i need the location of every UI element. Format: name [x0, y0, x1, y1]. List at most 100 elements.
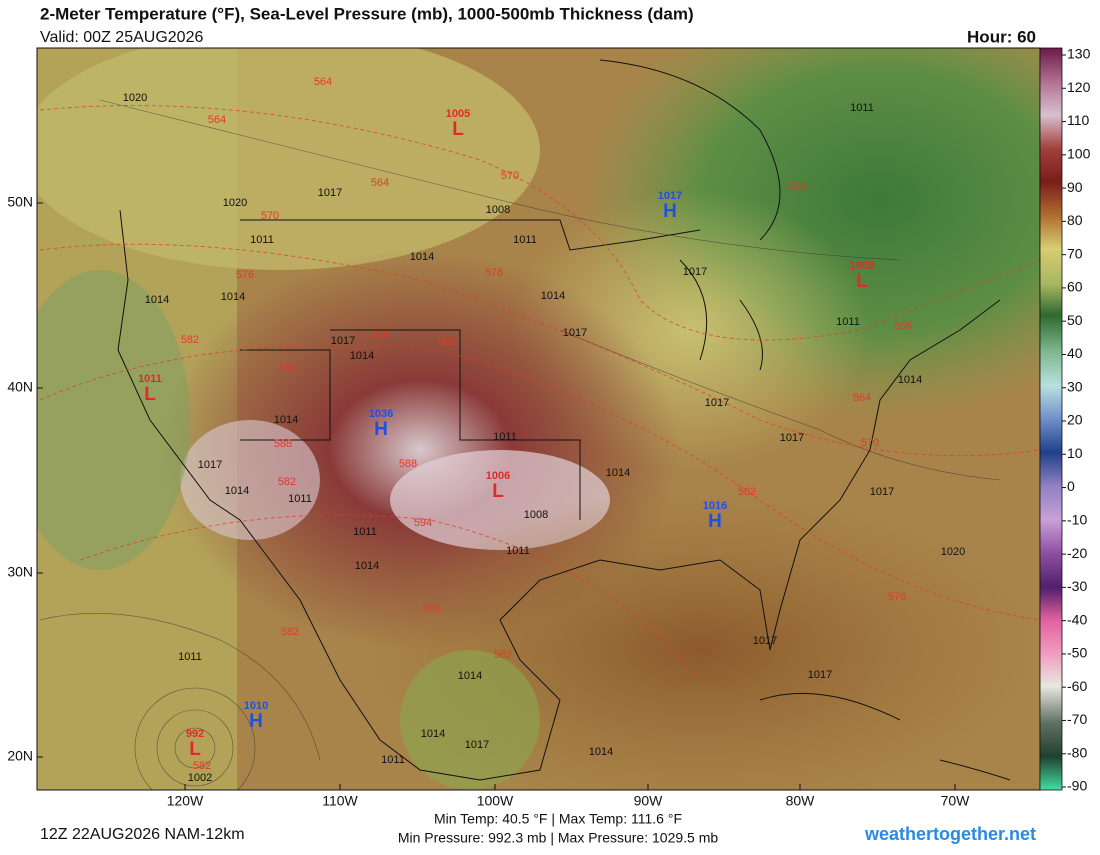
isobar-label: 1020 — [223, 197, 247, 209]
valid-time: Valid: 00Z 25AUG2026 — [40, 29, 203, 46]
colorbar-label: 70 — [1067, 245, 1083, 261]
isobar-label: 1017 — [780, 432, 804, 444]
colorbar-label: -90 — [1067, 778, 1087, 794]
site-link[interactable]: weathertogether.net — [864, 824, 1036, 844]
lat-label: 30N — [7, 564, 33, 580]
center-letter: L — [856, 271, 868, 292]
map-field — [37, 48, 1040, 790]
center-letter: H — [708, 511, 722, 532]
thickness-label: 588 — [371, 329, 389, 341]
thickness-label: 564 — [208, 114, 226, 126]
isobar-label: 1014 — [541, 290, 565, 302]
center-value: 1036 — [369, 408, 393, 420]
thickness-label: 588 — [279, 362, 297, 374]
isobar-label: 1008 — [524, 509, 548, 521]
colorbar-label: 80 — [1067, 212, 1083, 228]
isobar-label: 1017 — [753, 635, 777, 647]
isobar-label: 1014 — [898, 374, 922, 386]
colorbar-label: 30 — [1067, 378, 1083, 394]
pressure-stats: Min Pressure: 992.3 mb | Max Pressure: 1… — [398, 830, 719, 846]
colorbar-label: 60 — [1067, 279, 1083, 295]
isobar-label: 1011 — [493, 431, 517, 443]
thickness-label: 570 — [261, 210, 279, 222]
isobar-label: 1014 — [145, 294, 169, 306]
thickness-label: 576 — [236, 269, 254, 281]
lon-label: 120W — [167, 793, 204, 809]
isobar-label: 1014 — [221, 291, 245, 303]
isobar-label: 1014 — [589, 746, 613, 758]
colorbar-label: -10 — [1067, 512, 1087, 528]
thickness-label: 594 — [414, 517, 432, 529]
isobar-label: 1011 — [288, 493, 312, 505]
colorbar-label: 130 — [1067, 46, 1091, 62]
isobar-label: 1011 — [506, 545, 530, 557]
isobar-label: 1017 — [683, 266, 707, 278]
center-letter: L — [492, 481, 504, 502]
isobar-label: 1014 — [274, 414, 298, 426]
isobar-label: 1017 — [808, 669, 832, 681]
lon-label: 90W — [634, 793, 664, 809]
colorbar-label: -20 — [1067, 545, 1087, 561]
thickness-label: 558 — [894, 320, 912, 332]
colorbar-label: -60 — [1067, 678, 1087, 694]
thickness-label: 582 — [494, 649, 512, 661]
lat-label: 50N — [7, 194, 33, 210]
colorbar-label: 20 — [1067, 412, 1083, 428]
thickness-label: 582 — [193, 760, 211, 772]
isobar-label: 1011 — [513, 234, 537, 246]
center-letter: L — [452, 119, 464, 140]
center-letter: H — [374, 419, 388, 440]
thickness-label: 588 — [399, 458, 417, 470]
isobar-label: 1008 — [486, 204, 510, 216]
thickness-label: 570 — [861, 437, 879, 449]
isobar-label: 1011 — [178, 651, 202, 663]
center-value: 1017 — [658, 190, 682, 202]
isobar-label: 1017 — [870, 486, 894, 498]
isobar-label: 1017 — [318, 187, 342, 199]
colorbar-label: 10 — [1067, 445, 1083, 461]
center-letter: L — [144, 384, 156, 405]
lon-label: 70W — [941, 793, 971, 809]
colorbar-label: 100 — [1067, 146, 1091, 162]
lat-label: 40N — [7, 379, 33, 395]
isobar-label: 1017 — [465, 739, 489, 751]
lon-label: 80W — [786, 793, 816, 809]
isobar-label: 1011 — [250, 234, 274, 246]
colorbar-label: 120 — [1067, 79, 1091, 95]
colorbar-label: 110 — [1067, 112, 1090, 128]
isobar-label: 1020 — [123, 92, 147, 104]
colorbar-label: -80 — [1067, 744, 1087, 760]
thickness-label: 576 — [888, 591, 906, 603]
isobar-label: 1014 — [421, 728, 445, 740]
colorbar-label: 50 — [1067, 312, 1083, 328]
forecast-hour: Hour: 60 — [967, 27, 1036, 46]
colorbar-label: 40 — [1067, 345, 1083, 361]
thickness-label: 582 — [278, 476, 296, 488]
center-value: 992 — [186, 728, 204, 740]
isobar-label: 1020 — [941, 546, 965, 558]
title: 2-Meter Temperature (°F), Sea-Level Pres… — [40, 4, 694, 23]
colorbar-label: -50 — [1067, 645, 1087, 661]
center-value: 1008 — [850, 260, 874, 272]
isobar-label: 1017 — [331, 335, 355, 347]
isobar-label: 1011 — [353, 526, 377, 538]
isobar-label: 1011 — [381, 754, 405, 766]
isobar-label: 1014 — [225, 485, 249, 497]
lat-label: 20N — [7, 748, 33, 764]
colorbar — [1039, 47, 1063, 791]
thickness-label: 582 — [438, 336, 456, 348]
thickness-label: 564 — [853, 392, 871, 404]
center-value: 1006 — [486, 470, 510, 482]
center-value: 1016 — [703, 500, 727, 512]
thickness-label: 558 — [788, 181, 806, 193]
isobar-label: 1014 — [606, 467, 630, 479]
isobar-label: 1011 — [836, 316, 860, 328]
thickness-label: 582 — [738, 486, 756, 498]
colorbar-label: 0 — [1067, 478, 1075, 494]
temp-stats: Min Temp: 40.5 °F | Max Temp: 111.6 °F — [434, 811, 682, 827]
isobar-label: 1017 — [198, 459, 222, 471]
model-run: 12Z 22AUG2026 NAM-12km — [40, 826, 245, 843]
thickness-label: 588 — [423, 603, 441, 615]
colorbar-label: -70 — [1067, 711, 1087, 727]
